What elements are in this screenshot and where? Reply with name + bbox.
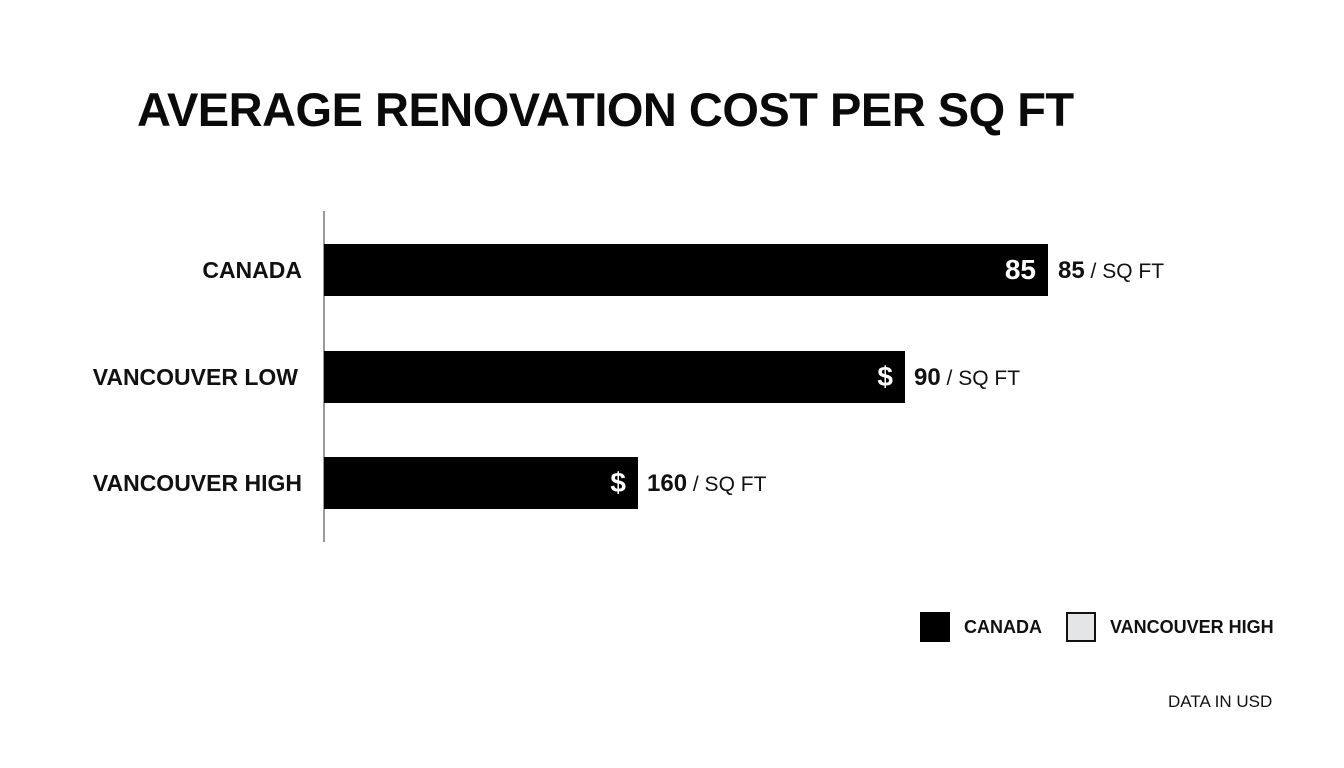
value-unit: / SQ FT	[946, 367, 1021, 390]
legend-label-canada: CANADA	[964, 616, 1042, 637]
data-note: DATA IN USD	[1168, 692, 1273, 711]
bar-canada: 85	[324, 244, 1048, 296]
dollar-icon: $	[610, 467, 626, 498]
value-label-canada: 85 / SQ FT	[1058, 257, 1164, 285]
value-label-vancouver-high: 160 / SQ FT	[647, 470, 766, 498]
legend: CANADA VANCOUVER HIGH	[920, 612, 1298, 642]
category-label-vancouver-high: VANCOUVER HIGH	[92, 470, 302, 496]
value-unit: / SQ FT	[1090, 260, 1165, 283]
chart-title: AVERAGE RENOVATION COST PER SQ FT	[137, 83, 1074, 136]
y-axis-line	[323, 211, 325, 542]
category-label-canada: CANADA	[202, 257, 302, 283]
legend-swatch-dark	[920, 612, 950, 642]
value-number: 90	[914, 364, 941, 391]
value-number: 85	[1058, 257, 1085, 284]
dollar-icon: $	[877, 361, 893, 392]
bar-vancouver-low: $	[324, 351, 905, 403]
legend-label-vancouver-high: VANCOUVER HIGH	[1110, 616, 1274, 637]
value-unit: / SQ FT	[692, 473, 767, 496]
bar-vancouver-high: $	[324, 457, 638, 509]
category-label-vancouver-low: VANCOUVER LOW	[92, 364, 298, 390]
value-label-vancouver-low: 90 / SQ FT	[914, 364, 1020, 392]
legend-swatch-light	[1066, 612, 1096, 642]
bar-inner-label: 85	[1004, 254, 1036, 285]
value-number: 160	[647, 470, 688, 497]
